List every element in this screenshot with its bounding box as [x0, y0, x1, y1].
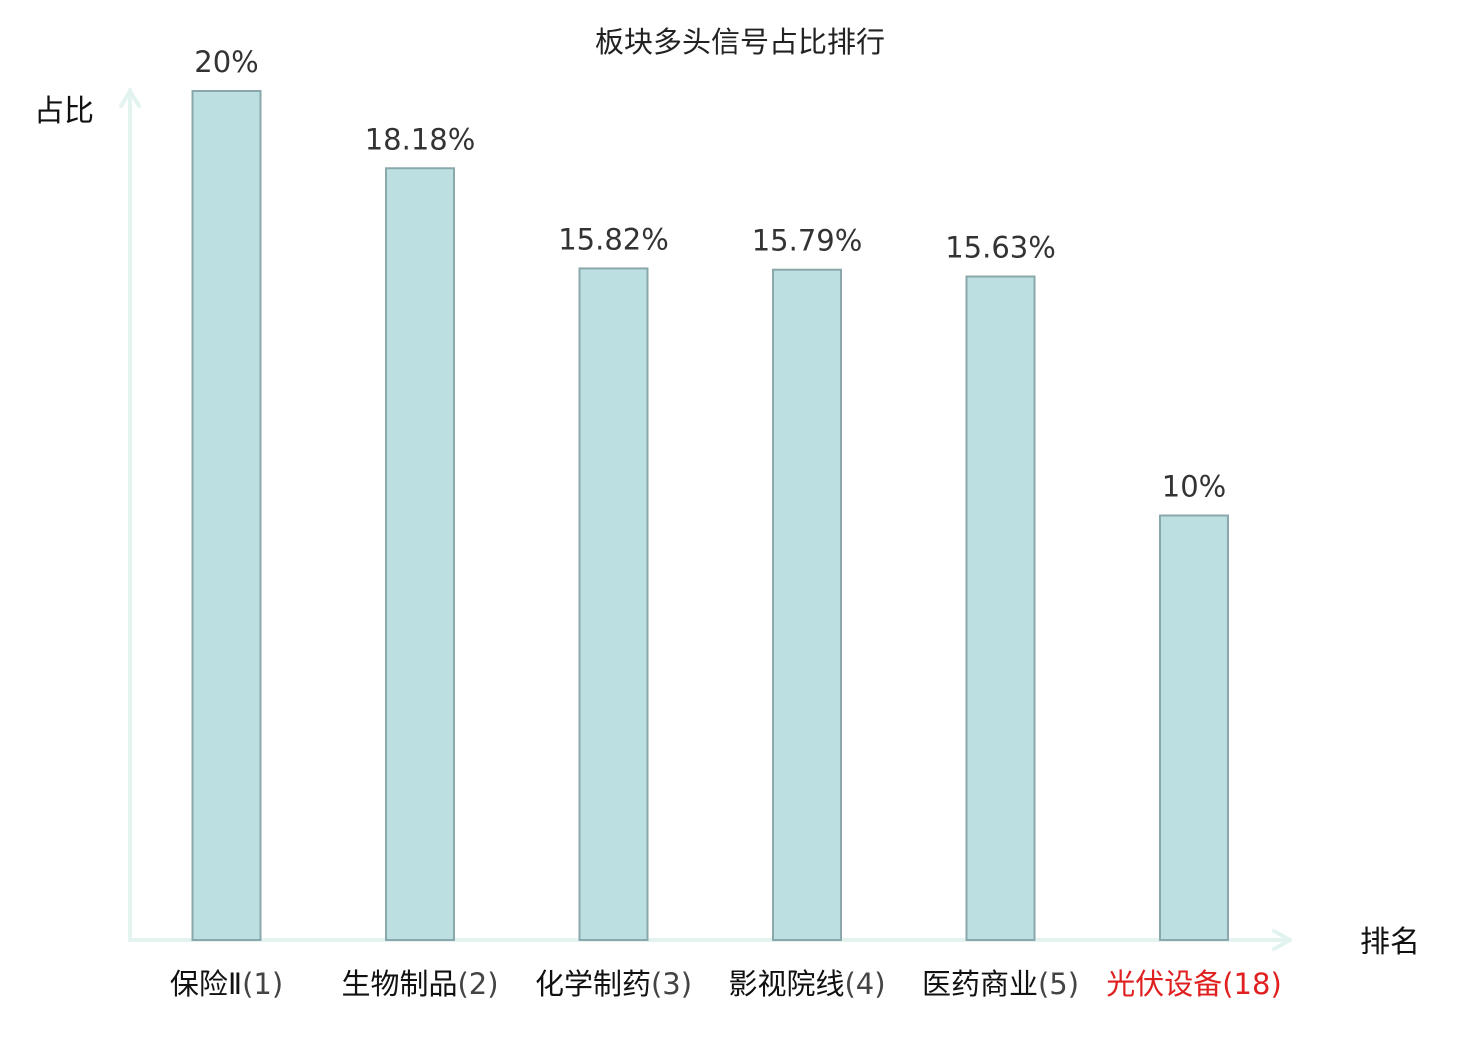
bar [578, 267, 649, 942]
category-name: 医药商业 [922, 967, 1038, 1001]
category-name: 保险Ⅱ [170, 967, 242, 1001]
bar [385, 167, 455, 942]
bars-group [191, 90, 1229, 942]
category-rank: (1) [242, 967, 283, 1001]
bar [191, 90, 262, 941]
category-label: 影视院线(4) [728, 967, 885, 1001]
x-axis-label: 排名 [1360, 925, 1420, 960]
axes [119, 88, 1292, 951]
bar-value-label: 20% [194, 45, 258, 79]
category-label: 化学制药(3) [535, 967, 692, 1001]
x-axis-arrow [1272, 929, 1292, 951]
category-label: 光伏设备(18) [1106, 967, 1282, 1001]
bar-value-label: 15.82% [558, 222, 669, 256]
category-name: 生物制品 [341, 967, 457, 1001]
bar-value-label: 15.79% [752, 224, 863, 258]
category-labels-group: 保险Ⅱ(1) 生物制品(2) 化学制药(3) 影视院线(4) 医药商业(5) 光伏设备(1… [170, 967, 1282, 1001]
y-axis-label: 占比 [34, 94, 94, 129]
category-rank: (3) [651, 967, 692, 1001]
category-name: 化学制药 [535, 967, 651, 1001]
bar-value-label: 10% [1162, 470, 1226, 504]
category-name: 影视院线 [728, 967, 844, 1001]
chart-title: 板块多头信号占比排行 [595, 25, 885, 59]
category-name: 光伏设备 [1106, 967, 1222, 1001]
category-rank: (18) [1222, 967, 1282, 1001]
category-rank: (2) [457, 967, 498, 1001]
y-axis-arrow [119, 89, 141, 108]
bar-value-label: 15.63% [945, 231, 1056, 265]
category-label: 保险Ⅱ(1) [170, 967, 283, 1001]
category-rank: (5) [1038, 967, 1079, 1001]
bar [772, 268, 842, 942]
value-labels-group: 20% 18.18% 15.82% 15.79% 15.63% 10% [194, 45, 1226, 504]
bar [1159, 514, 1229, 941]
category-label: 医药商业(5) [922, 967, 1079, 1001]
bar-value-label: 18.18% [365, 122, 476, 156]
bar [965, 275, 1036, 942]
category-rank: (4) [844, 967, 885, 1001]
category-label: 生物制品(2) [341, 967, 498, 1001]
